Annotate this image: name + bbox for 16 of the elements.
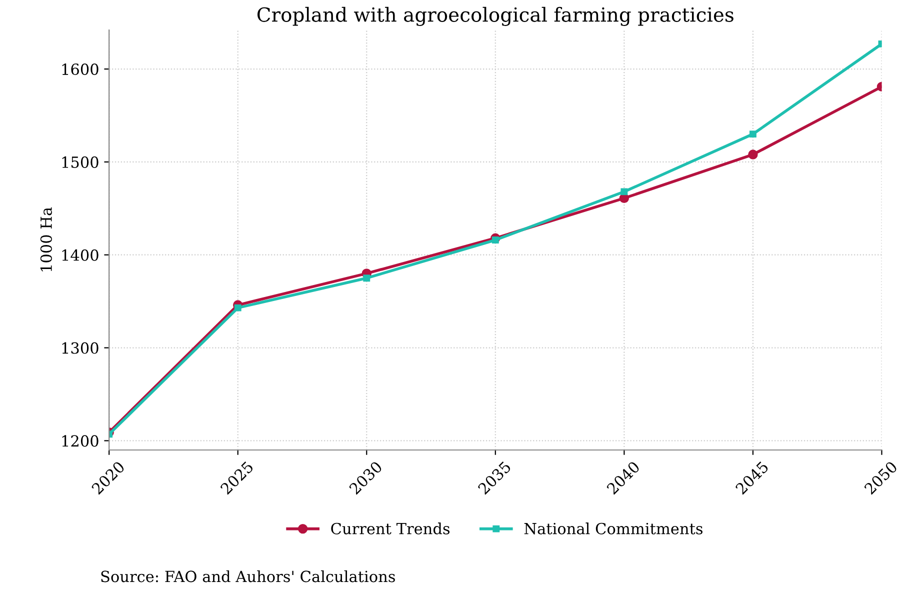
point bbox=[620, 188, 628, 196]
source-note: Source: FAO and Auhors' Calculations bbox=[101, 570, 395, 582]
y-axis-title: 1000 Ha bbox=[40, 207, 52, 272]
point bbox=[749, 130, 756, 138]
y-tick-label: 1400 bbox=[62, 249, 98, 261]
legend-label: Current Trends bbox=[331, 522, 450, 534]
point bbox=[363, 274, 370, 282]
legend-label: National Commitments bbox=[524, 522, 702, 534]
point bbox=[492, 236, 499, 244]
y-tick-label: 1200 bbox=[62, 435, 98, 447]
y-tick-label: 1500 bbox=[62, 156, 98, 168]
chart-title: Cropland with agroecological farming practicies bbox=[257, 6, 734, 26]
y-tick-label: 1600 bbox=[62, 63, 98, 76]
point bbox=[748, 150, 758, 160]
point bbox=[234, 304, 242, 312]
y-tick-label: 1300 bbox=[62, 342, 98, 354]
